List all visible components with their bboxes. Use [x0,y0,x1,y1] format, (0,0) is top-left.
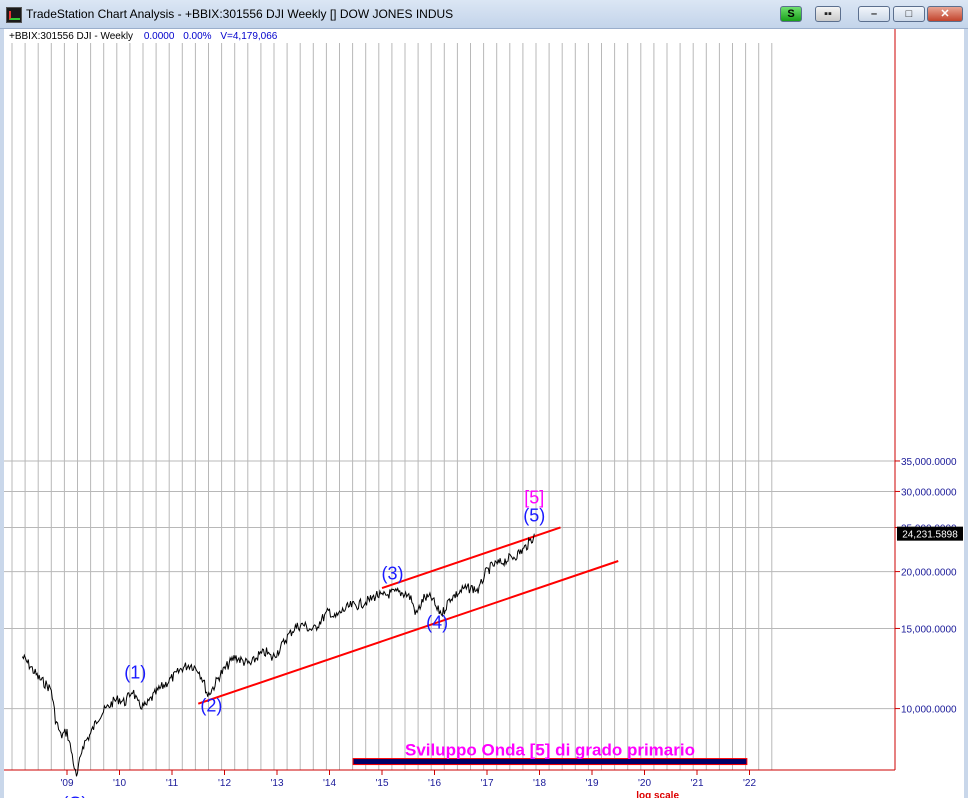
time-tick-label: '12 [218,778,231,789]
price-tick-label: 30,000.0000 [901,487,957,498]
window-title: TradeStation Chart Analysis - +BBIX:3015… [26,7,454,21]
wave-label: [5] [524,488,544,508]
wave-label: (1) [124,662,146,682]
last-price-box [897,526,963,541]
time-tick-label: '09 [60,778,73,789]
dji-weekly-price-line [21,533,535,777]
trend-channel-line [197,560,619,705]
time-tick-label: '10 [113,778,126,789]
volume-value: V=4,179,066 [220,31,277,42]
time-tick-label: '17 [480,778,493,789]
time-tick-label: '21 [690,778,703,789]
wave-label: (3) [382,564,404,584]
time-tick-label: '20 [638,778,651,789]
streaming-s-button[interactable]: S [780,6,802,22]
wave-label: (4) [426,612,448,632]
minimize-button[interactable]: – [858,6,890,22]
svg-text:+BBIX:301556 DJI - Weekly: +BBIX:301556 DJI - Weekly 0.0000 0.00% V… [9,31,278,42]
price-tick-label: 10,000.0000 [901,705,957,716]
time-tick-label: '15 [375,778,388,789]
change-percent: 0.00% [183,31,211,42]
annotation-bar [352,758,748,766]
close-button[interactable]: ✕ [927,6,963,22]
last-price-label: 24,231.5898 [902,530,958,541]
time-tick-label: '19 [585,778,598,789]
time-tick-label: '22 [743,778,756,789]
wave-label: (5) [523,505,545,525]
tradestation-app-icon [6,7,22,23]
symbol-line: +BBIX:301556 DJI - Weekly [9,31,133,42]
trend-channel-line [381,526,561,590]
price-tick-label: 15,000.0000 [901,624,957,635]
price-chart[interactable]: 10,000.000015,000.000020,000.000025,000.… [4,29,964,798]
wave-label: (2) [200,696,222,716]
title-bar: TradeStation Chart Analysis - +BBIX:3015… [0,0,968,29]
toolbox-button[interactable]: ▪▪ [815,6,841,22]
annotation-title: Sviluppo Onda [5] di grado primario [405,741,695,760]
time-tick-label: '14 [323,778,336,789]
change-value: 0.0000 [144,31,175,42]
time-tick-label: '13 [270,778,283,789]
log-scale-note: log scale [636,790,679,798]
wave-label: (C) [62,794,87,798]
time-tick-label: '11 [166,778,179,789]
maximize-button[interactable]: □ [893,6,925,22]
time-tick-label: '18 [533,778,546,789]
price-tick-label: 35,000.0000 [901,457,957,468]
time-tick-label: '16 [428,778,441,789]
price-tick-label: 20,000.0000 [901,568,957,579]
chart-window[interactable]: 10,000.000015,000.000020,000.000025,000.… [0,29,968,798]
